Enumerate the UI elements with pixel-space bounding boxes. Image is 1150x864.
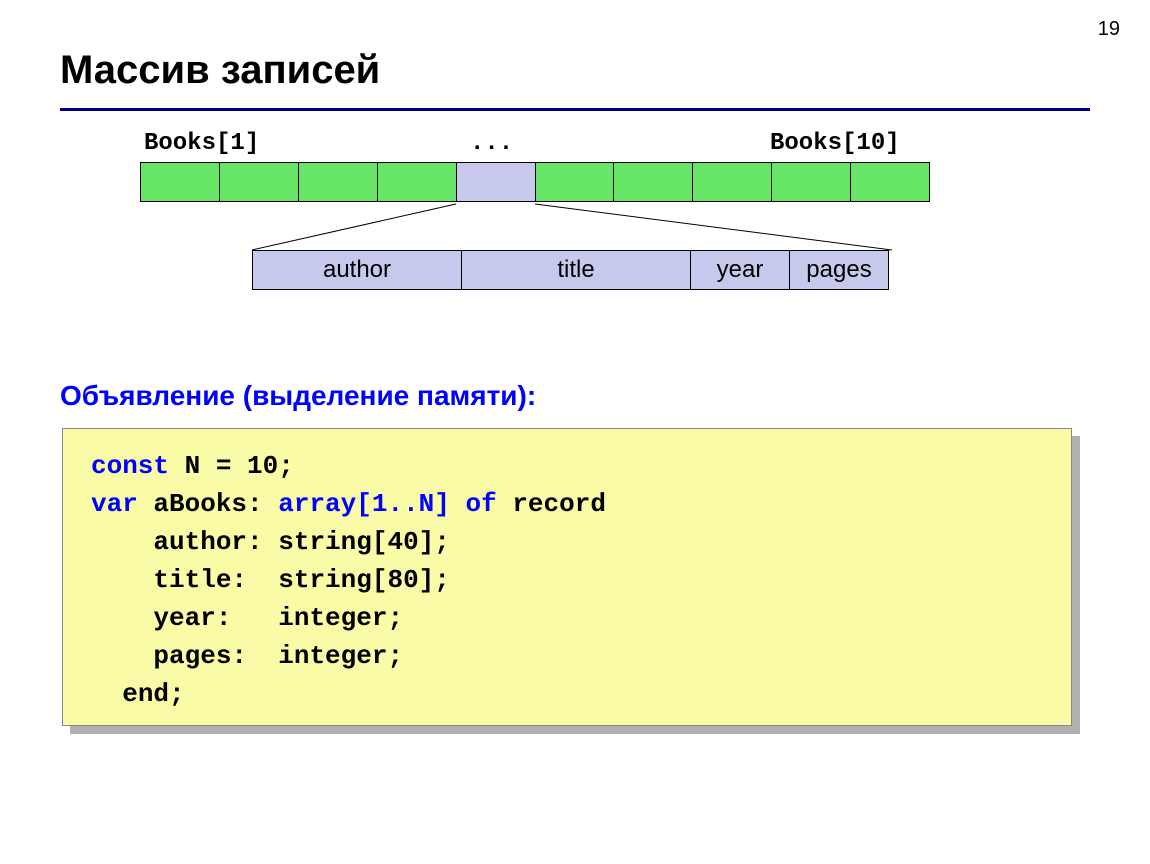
field-cell-author: author xyxy=(252,250,462,290)
field-cell-pages: pages xyxy=(789,250,889,290)
code-keyword: var xyxy=(91,489,138,519)
array-label-right: Books[10] xyxy=(770,130,900,157)
array-cell xyxy=(771,162,851,202)
field-cell-title: title xyxy=(461,250,691,290)
code-line: pages: integer; xyxy=(91,637,1043,675)
array-cell-selected xyxy=(456,162,536,202)
array-label-mid: ... xyxy=(470,130,513,157)
code-line: year: integer; xyxy=(91,599,1043,637)
code-keyword: const xyxy=(91,451,169,481)
code-line: author: string[40]; xyxy=(91,523,1043,561)
code-line: const N = 10; xyxy=(91,447,1043,485)
record-fields-row: authortitleyearpages xyxy=(252,250,892,290)
page-number: 19 xyxy=(1098,18,1120,41)
section-label: Объявление (выделение памяти): xyxy=(60,380,536,412)
code-keyword: array[1..N] xyxy=(278,489,450,519)
array-cell xyxy=(219,162,299,202)
code-line: end; xyxy=(91,675,1043,713)
code-line: var aBooks: array[1..N] of record xyxy=(91,485,1043,523)
array-cell xyxy=(377,162,457,202)
field-cell-year: year xyxy=(690,250,790,290)
array-cell xyxy=(613,162,693,202)
array-cell xyxy=(850,162,930,202)
code-line: title: string[80]; xyxy=(91,561,1043,599)
array-cell xyxy=(298,162,378,202)
code-block: const N = 10;var aBooks: array[1..N] of … xyxy=(62,428,1072,726)
array-label-left: Books[1] xyxy=(144,130,259,157)
array-row xyxy=(140,162,930,202)
array-cell xyxy=(535,162,615,202)
slide: 19 Массив записей Books[1] ... Books[10]… xyxy=(0,0,1150,864)
array-cell xyxy=(140,162,220,202)
array-cell xyxy=(692,162,772,202)
code-keyword: of xyxy=(466,489,497,519)
title-underline xyxy=(60,108,1090,111)
slide-title: Массив записей xyxy=(60,48,380,93)
